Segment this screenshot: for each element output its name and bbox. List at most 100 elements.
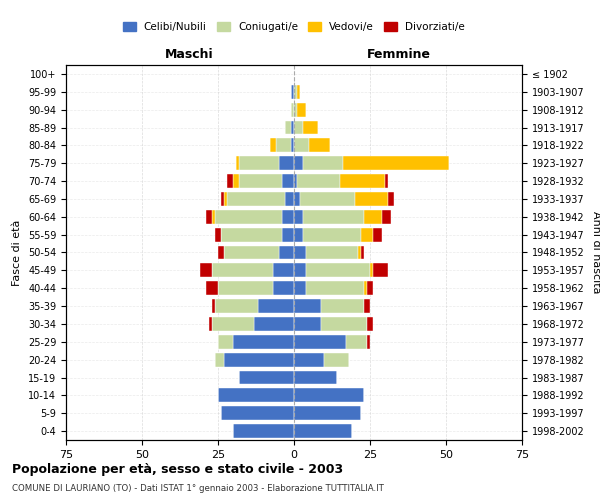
Bar xyxy=(221,192,224,206)
Bar xyxy=(294,120,303,134)
Bar xyxy=(382,210,391,224)
Bar xyxy=(224,192,227,206)
Bar xyxy=(276,138,291,152)
Bar xyxy=(294,281,306,295)
Bar xyxy=(306,281,364,295)
Bar xyxy=(364,281,367,295)
Bar xyxy=(257,299,294,313)
Bar xyxy=(340,174,385,188)
Bar xyxy=(294,138,309,152)
Bar xyxy=(285,192,294,206)
Bar xyxy=(279,156,294,170)
Bar xyxy=(221,228,282,241)
Bar xyxy=(212,210,215,224)
Bar xyxy=(322,299,364,313)
Bar xyxy=(373,264,388,278)
Bar xyxy=(221,406,294,420)
Bar xyxy=(212,264,273,278)
Bar xyxy=(297,85,300,99)
Text: Femmine: Femmine xyxy=(367,48,431,61)
Bar xyxy=(294,317,322,331)
Bar xyxy=(212,317,254,331)
Bar xyxy=(294,388,364,402)
Bar xyxy=(282,174,294,188)
Bar xyxy=(294,85,297,99)
Bar xyxy=(291,120,294,134)
Bar xyxy=(291,102,294,117)
Bar xyxy=(364,210,382,224)
Bar xyxy=(294,370,337,384)
Bar xyxy=(236,156,239,170)
Bar xyxy=(294,335,346,349)
Bar xyxy=(227,192,285,206)
Bar xyxy=(355,192,388,206)
Bar xyxy=(294,102,297,117)
Bar xyxy=(373,228,382,241)
Bar xyxy=(370,264,373,278)
Bar xyxy=(303,156,343,170)
Bar xyxy=(297,102,306,117)
Bar xyxy=(309,138,331,152)
Bar xyxy=(294,406,361,420)
Bar xyxy=(218,388,294,402)
Bar xyxy=(346,335,367,349)
Bar xyxy=(294,210,303,224)
Bar xyxy=(200,264,212,278)
Bar xyxy=(367,281,373,295)
Bar xyxy=(364,299,370,313)
Text: COMUNE DI LAURIANO (TO) - Dati ISTAT 1° gennaio 2003 - Elaborazione TUTTITALIA.I: COMUNE DI LAURIANO (TO) - Dati ISTAT 1° … xyxy=(12,484,384,493)
Bar xyxy=(233,174,239,188)
Bar xyxy=(233,335,294,349)
Bar xyxy=(239,156,279,170)
Bar xyxy=(254,317,294,331)
Bar xyxy=(224,352,294,366)
Bar xyxy=(367,335,370,349)
Bar xyxy=(227,174,233,188)
Bar xyxy=(282,228,294,241)
Bar xyxy=(218,246,224,260)
Bar xyxy=(269,138,276,152)
Bar xyxy=(294,228,303,241)
Bar xyxy=(215,228,221,241)
Bar xyxy=(279,246,294,260)
Bar xyxy=(282,210,294,224)
Bar xyxy=(306,246,358,260)
Bar xyxy=(297,174,340,188)
Bar xyxy=(367,317,373,331)
Bar xyxy=(294,352,325,366)
Y-axis label: Anni di nascita: Anni di nascita xyxy=(591,211,600,294)
Bar xyxy=(218,335,233,349)
Y-axis label: Fasce di età: Fasce di età xyxy=(13,220,22,286)
Bar xyxy=(215,299,257,313)
Bar xyxy=(294,424,352,438)
Bar xyxy=(239,370,294,384)
Bar xyxy=(239,174,282,188)
Bar xyxy=(303,120,319,134)
Bar xyxy=(206,281,218,295)
Bar xyxy=(209,317,212,331)
Bar xyxy=(388,192,394,206)
Bar xyxy=(233,424,294,438)
Bar xyxy=(294,156,303,170)
Bar xyxy=(325,352,349,366)
Bar xyxy=(361,228,373,241)
Bar xyxy=(306,264,370,278)
Bar xyxy=(385,174,388,188)
Bar xyxy=(343,156,449,170)
Bar xyxy=(215,210,282,224)
Bar xyxy=(224,246,279,260)
Legend: Celibi/Nubili, Coniugati/e, Vedovi/e, Divorziati/e: Celibi/Nubili, Coniugati/e, Vedovi/e, Di… xyxy=(119,18,469,36)
Text: Maschi: Maschi xyxy=(165,48,214,61)
Bar xyxy=(322,317,367,331)
Bar xyxy=(294,246,306,260)
Bar xyxy=(358,246,361,260)
Bar xyxy=(303,210,364,224)
Bar xyxy=(361,246,364,260)
Bar xyxy=(212,299,215,313)
Bar xyxy=(294,174,297,188)
Bar xyxy=(294,299,322,313)
Bar xyxy=(218,281,273,295)
Bar xyxy=(303,228,361,241)
Bar xyxy=(206,210,212,224)
Bar xyxy=(215,352,224,366)
